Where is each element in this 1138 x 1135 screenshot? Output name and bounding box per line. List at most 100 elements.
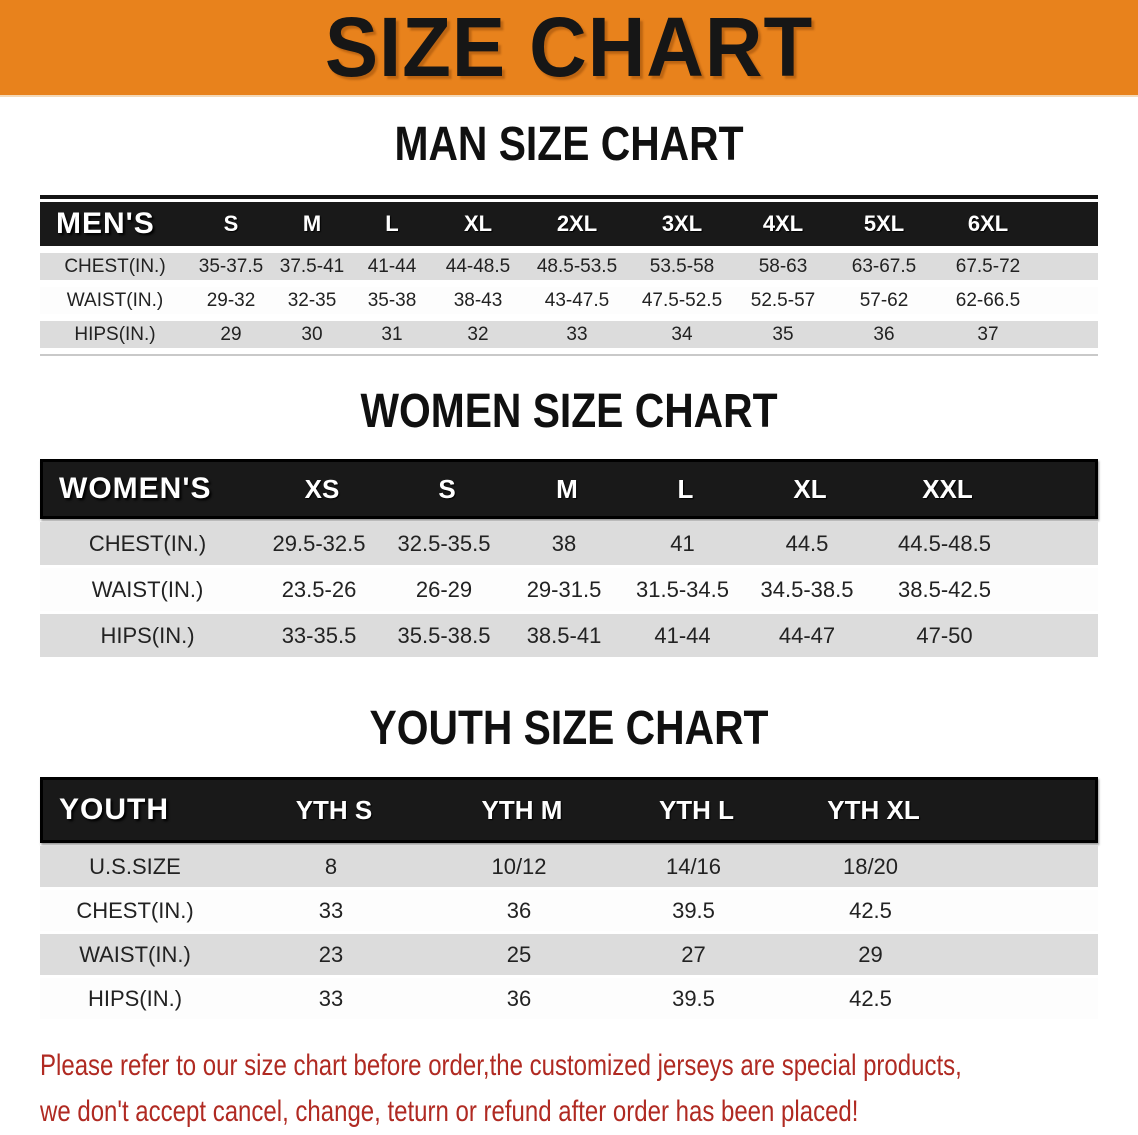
row-label: HIPS(IN.): [100, 622, 195, 648]
row-label: HIPS(IN.): [74, 323, 156, 345]
size-value: 35-38: [367, 289, 417, 311]
size-value: 27: [681, 941, 706, 967]
size-header: 2XL: [556, 211, 598, 236]
size-header: XL: [793, 473, 827, 504]
size-value: 23: [318, 941, 344, 967]
youth-corner-label: YOUTH: [59, 793, 169, 826]
size-value: 44-48.5: [445, 255, 511, 277]
men-corner-label: MEN'S: [56, 207, 155, 240]
size-value: 38: [551, 530, 577, 556]
size-value: 14/16: [665, 853, 722, 879]
size-value: 38.5-42.5: [898, 576, 991, 602]
size-value: 31.5-34.5: [636, 576, 729, 602]
women-size-table: WOMEN'S XS S M L XL XXL CHEST(IN.) 29.5-…: [40, 459, 1098, 657]
row-label: CHEST(IN.): [76, 897, 194, 923]
disclaimer-text: Please refer to our size chart before or…: [40, 1043, 1138, 1135]
size-value: 26-29: [415, 576, 473, 602]
women-size-chart-heading: WOMEN SIZE CHART: [360, 385, 778, 438]
size-value: 37.5-41: [279, 255, 345, 277]
size-value: 34: [671, 323, 693, 345]
size-value: 29-31.5: [526, 576, 602, 602]
youth-table-header-row: YOUTH YTH S YTH M YTH L YTH XL: [40, 777, 1098, 843]
size-value: 29.5-32.5: [272, 530, 366, 556]
size-header: S: [223, 211, 239, 236]
men-table-header-row: MEN'S S M L XL 2XL 3XL 4XL 5XL 6XL: [40, 202, 1098, 246]
size-value: 41: [670, 530, 695, 556]
size-value: 32-35: [287, 289, 337, 311]
size-value: 52.5-57: [750, 289, 816, 311]
size-value: 30: [301, 323, 323, 345]
size-value: 33: [566, 323, 588, 345]
size-value: 42.5: [849, 897, 892, 923]
size-value: 10/12: [491, 853, 547, 879]
size-value: 41-44: [367, 255, 417, 277]
row-label: CHEST(IN.): [88, 530, 207, 556]
men-size-table: MEN'S S M L XL 2XL 3XL 4XL 5XL 6XL CHEST…: [40, 195, 1098, 356]
size-header: L: [385, 211, 399, 236]
size-value: 23.5-26: [281, 576, 357, 602]
size-value: 29: [220, 323, 242, 345]
size-value: 58-63: [758, 255, 808, 277]
size-value: 25: [506, 941, 532, 967]
size-value: 39.5: [672, 897, 715, 923]
size-value: 35: [772, 323, 794, 345]
size-value: 37: [977, 323, 999, 345]
size-value: 44.5-48.5: [898, 530, 991, 556]
youth-chest-row: CHEST(IN.) 33 36 39.5 42.5: [40, 890, 1098, 931]
size-value: 43-47.5: [544, 289, 610, 311]
size-value: 29: [858, 941, 883, 967]
size-chart-banner: SIZE CHART: [0, 0, 1138, 97]
size-value: 53.5-58: [649, 255, 715, 277]
size-value: 36: [506, 985, 532, 1011]
row-label: U.S.SIZE: [89, 853, 181, 879]
size-value: 32: [467, 323, 489, 345]
size-header: M: [302, 211, 322, 236]
size-value: 38.5-41: [526, 622, 602, 648]
size-header: YTH M: [481, 794, 563, 825]
size-value: 48.5-53.5: [536, 255, 618, 277]
women-hips-row: HIPS(IN.) 33-35.5 35.5-38.5 38.5-41 41-4…: [40, 614, 1098, 657]
row-label: CHEST(IN.): [64, 255, 166, 277]
size-header: YTH XL: [827, 794, 920, 825]
size-value: 44-47: [778, 622, 836, 648]
women-table-header-row: WOMEN'S XS S M L XL XXL: [40, 459, 1098, 519]
row-label: HIPS(IN.): [87, 985, 183, 1011]
row-label: WAIST(IN.): [91, 576, 204, 602]
men-chest-row: CHEST(IN.) 35-37.5 37.5-41 41-44 44-48.5…: [40, 253, 1098, 280]
size-value: 39.5: [672, 985, 715, 1011]
size-value: 47-50: [916, 622, 973, 648]
man-size-chart-heading: MAN SIZE CHART: [394, 118, 744, 171]
size-value: 35-37.5: [198, 255, 264, 277]
women-corner-label: WOMEN'S: [59, 472, 212, 505]
size-value: 33: [318, 897, 344, 923]
disclaimer-line-2: we don't accept cancel, change, teturn o…: [40, 1095, 859, 1128]
size-value: 36: [506, 897, 532, 923]
size-value: 18/20: [842, 853, 899, 879]
size-header: S: [438, 473, 456, 504]
disclaimer-line-1: Please refer to our size chart before or…: [40, 1049, 962, 1082]
size-value: 63-67.5: [851, 255, 917, 277]
size-value: 8: [324, 853, 338, 879]
size-header: XL: [463, 211, 493, 236]
size-header: XXL: [922, 473, 973, 504]
banner-title: SIZE CHART: [324, 0, 814, 94]
size-value: 35.5-38.5: [397, 622, 491, 648]
size-header: 4XL: [762, 211, 804, 236]
size-header: 3XL: [661, 211, 703, 236]
size-header: L: [677, 473, 694, 504]
size-value: 34.5-38.5: [760, 576, 854, 602]
youth-size-chart-heading: YOUTH SIZE CHART: [369, 702, 769, 755]
women-chest-row: CHEST(IN.) 29.5-32.5 32.5-35.5 38 41 44.…: [40, 522, 1098, 565]
size-value: 57-62: [859, 289, 909, 311]
size-value: 36: [873, 323, 895, 345]
men-table-top-border: [40, 195, 1098, 199]
size-header: 6XL: [967, 211, 1009, 236]
size-header: XS: [304, 473, 340, 504]
men-hips-row: HIPS(IN.) 29 30 31 32 33 34 35 36 37: [40, 321, 1098, 348]
size-value: 32.5-35.5: [397, 530, 491, 556]
women-waist-row: WAIST(IN.) 23.5-26 26-29 29-31.5 31.5-34…: [40, 568, 1098, 611]
youth-size-table: YOUTH YTH S YTH M YTH L YTH XL U.S.SIZE …: [40, 777, 1098, 1019]
size-value: 41-44: [654, 622, 711, 648]
size-value: 38-43: [453, 289, 503, 311]
size-header: M: [556, 473, 578, 504]
